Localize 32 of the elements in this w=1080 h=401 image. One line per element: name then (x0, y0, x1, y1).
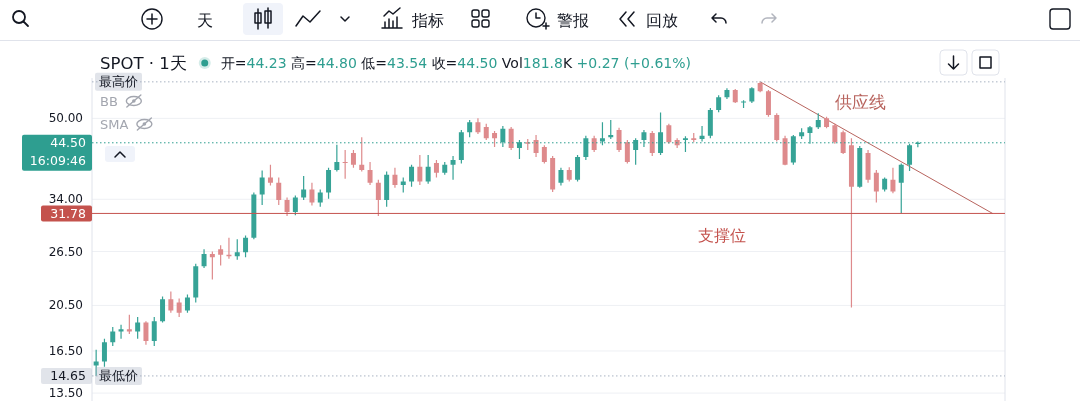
chart-title: SPOT · 1天 (100, 53, 187, 73)
candlestick (118, 324, 124, 339)
series-label: 供应线 (834, 92, 886, 113)
y-tick-label: 14.65 (50, 368, 86, 384)
y-tick-label: 26.50 (48, 244, 83, 259)
annotation: SMA (100, 116, 129, 132)
y-tick-label: 31.78 (50, 205, 87, 221)
candlestick (450, 155, 456, 180)
text: 回放 (646, 10, 678, 30)
text: 开=44.23 高=44.80 低=43.54 收=44.50 Vol181.8K +0.27 (+0.61%) (220, 55, 692, 71)
y-tick-label: 50.00 (48, 111, 83, 126)
text: 警报 (557, 10, 589, 30)
candlestick (367, 162, 373, 185)
annotation: BB (100, 93, 118, 109)
y-tick-label: 20.50 (48, 298, 83, 313)
y-tick-label: 16.50 (48, 343, 83, 358)
text: 16:09:46 (29, 153, 87, 169)
candlestick (475, 118, 481, 135)
candlestick (890, 167, 896, 194)
y-tick-label: 44.50 (50, 135, 87, 151)
candlestick (309, 182, 315, 206)
candlestick (392, 167, 398, 188)
candlestick (126, 314, 132, 334)
y-tick-label: 34.00 (48, 192, 83, 207)
text: 天 (197, 10, 213, 30)
candlestick (226, 237, 232, 259)
ref-line-label: 最高价 (99, 74, 138, 90)
candlestick (724, 88, 730, 100)
ref-line-label: 支撑位 (697, 225, 746, 245)
text: 指标 (411, 10, 444, 30)
ref-line-label: 最低价 (99, 368, 138, 384)
y-tick-label: 13.50 (48, 386, 83, 401)
